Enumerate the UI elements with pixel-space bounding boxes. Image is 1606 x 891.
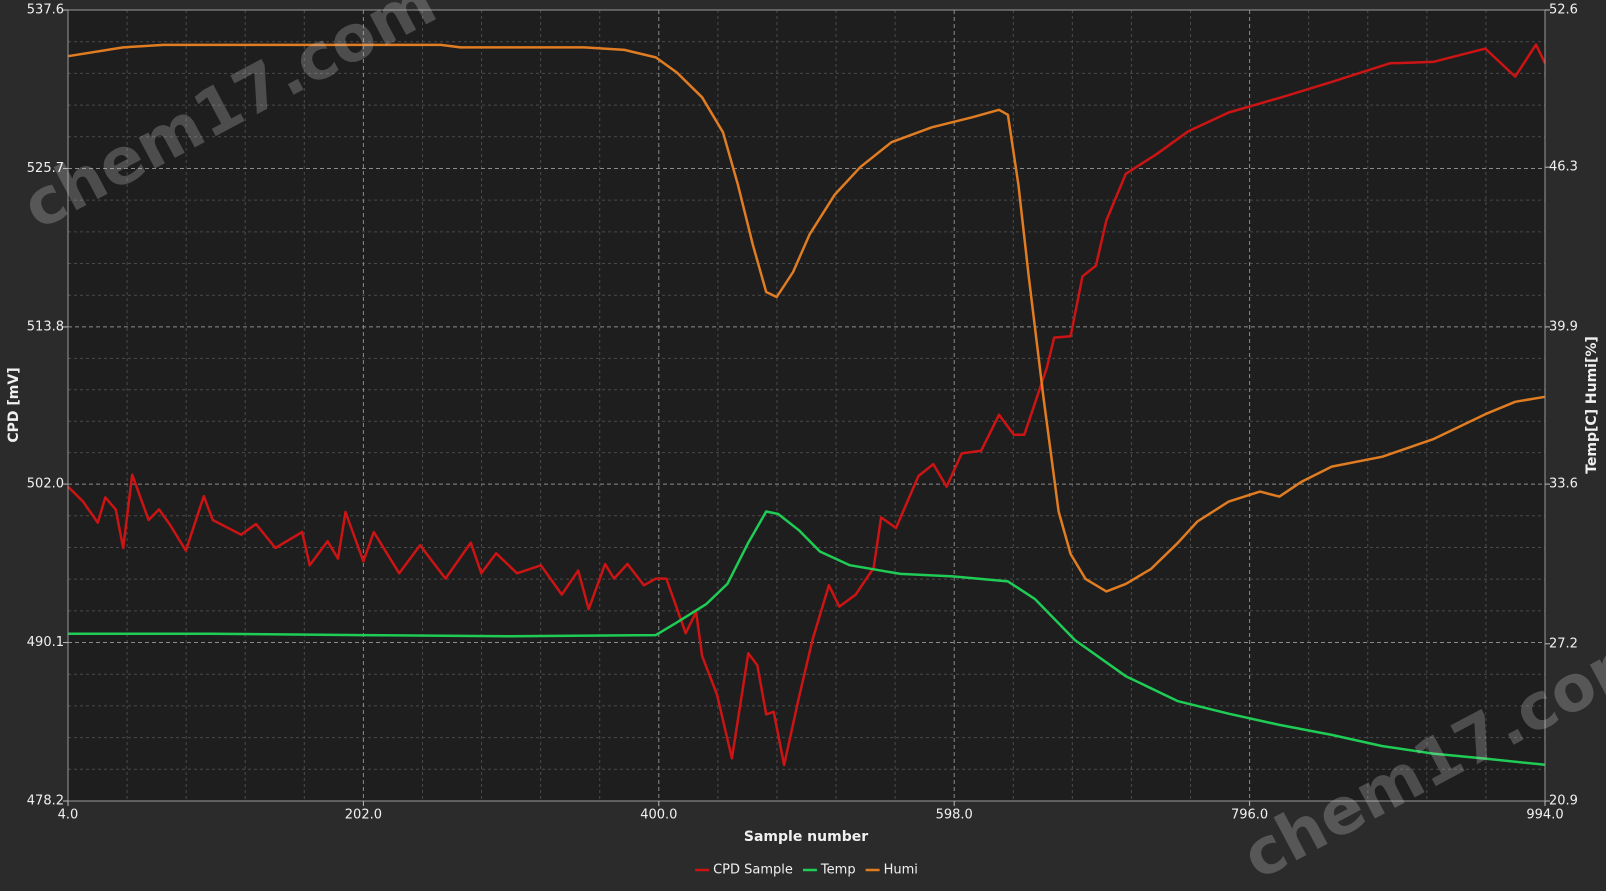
y-tick-label: 525.7	[27, 161, 64, 176]
plot-frame	[67, 9, 1546, 802]
series-line	[67, 43, 1547, 767]
legend-label[interactable]: CPD Sample	[713, 863, 793, 878]
y-tick-label: 513.8	[27, 319, 64, 334]
y2-axis-label: Temp[C] Humi[%]	[1584, 336, 1600, 474]
y-tick-label: 490.1	[27, 635, 64, 650]
x-tick-label: 400.0	[640, 808, 677, 823]
legend-label[interactable]: Humi	[884, 863, 918, 878]
x-axis-label: Sample number	[744, 829, 868, 845]
lines	[67, 43, 1547, 767]
y-axis-label: CPD [mV]	[6, 367, 22, 442]
y2-tick-label: 33.6	[1549, 477, 1578, 492]
y2-tick-label: 46.3	[1549, 160, 1578, 175]
y2-tick-label: 39.9	[1549, 319, 1578, 334]
series-line	[68, 510, 1546, 767]
series-line	[67, 43, 1546, 593]
y-tick-label: 537.6	[27, 3, 64, 18]
x-tick-label: 4.0	[58, 808, 79, 823]
x-tick-label: 994.0	[1526, 808, 1563, 823]
x-tick-label: 796.0	[1231, 808, 1268, 823]
x-tick-label: 598.0	[936, 808, 973, 823]
y2-tick-label: 27.2	[1549, 636, 1578, 651]
plot-area	[68, 10, 1545, 801]
y2-tick-label: 20.9	[1549, 794, 1578, 809]
y-tick-label: 478.2	[27, 794, 64, 809]
y2-tick-label: 52.6	[1549, 3, 1578, 18]
x-tick-label: 202.0	[345, 808, 382, 823]
y-tick-label: 502.0	[27, 477, 64, 492]
legend-label[interactable]: Temp	[820, 863, 856, 878]
legend: CPD Sample Temp Humi	[695, 863, 918, 878]
